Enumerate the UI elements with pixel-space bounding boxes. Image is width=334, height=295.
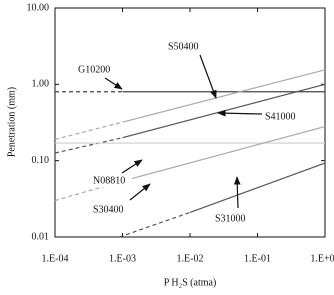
x-axis-label: P H₂S (atma)	[164, 277, 217, 288]
annotation-arrow	[233, 176, 241, 209]
y-axis-label: Penetration (mm)	[6, 87, 17, 157]
annotation-arrow	[129, 183, 151, 201]
plot-frame	[54, 7, 326, 238]
x-tick-label: 1.E-03	[109, 253, 136, 264]
line-segment	[122, 69, 326, 123]
line-segment	[54, 137, 123, 154]
line-segment	[189, 162, 326, 213]
annotation-bg	[214, 213, 254, 225]
annotation: S41000	[265, 111, 296, 122]
x-tick-label: 1.E-01	[244, 253, 271, 264]
annotation-arrow	[104, 77, 123, 90]
x-tick-label: 1.E-04	[42, 253, 69, 264]
annotation-arrow	[217, 109, 263, 117]
annotation-bg	[167, 41, 207, 53]
annotation-arrow	[121, 159, 143, 174]
y-tick-label: 1.00	[32, 79, 50, 90]
line-segment	[119, 211, 191, 238]
line-segment	[122, 125, 326, 182]
annotation-bg	[92, 175, 132, 187]
annotation-arrow	[199, 54, 217, 99]
annotation: N08810	[93, 175, 125, 186]
y-tick-label: 0.01	[32, 231, 50, 242]
y-tick-label: 10.00	[27, 2, 50, 13]
y-tick-label: 0.10	[32, 155, 50, 166]
annotation: S30400	[93, 204, 124, 215]
line-segment	[54, 121, 123, 140]
x-tick-label: 1.E-02	[177, 253, 204, 264]
annotation-bg	[92, 204, 132, 216]
annotation-bg	[264, 111, 304, 123]
annotation-bg	[77, 64, 117, 76]
annotation: S50400	[168, 41, 199, 52]
annotation: G10200	[78, 64, 110, 75]
annotation: S31000	[215, 213, 246, 224]
x-tick-label: 1.E+00	[310, 253, 334, 264]
